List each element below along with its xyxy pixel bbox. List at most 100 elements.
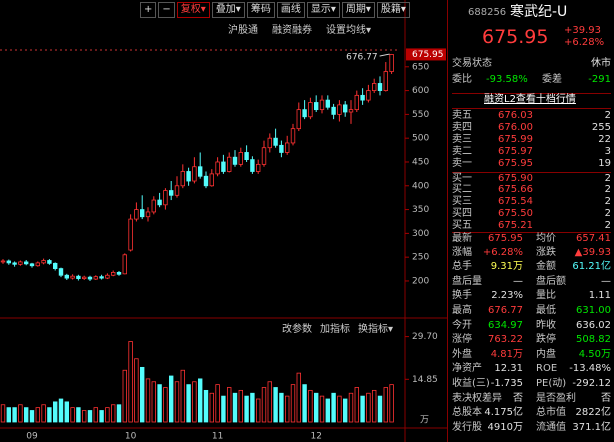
stat-row: 最新 675.95 均价 657.41: [452, 232, 611, 245]
volume-bar: [209, 392, 214, 423]
stock-name: 寒武纪-U: [510, 4, 568, 20]
volume: 2: [604, 196, 611, 207]
volume-unit: 万: [420, 416, 429, 426]
toolbar-button[interactable]: 显示▾: [306, 2, 340, 18]
value: 763.22: [488, 334, 523, 346]
toolbar-button[interactable]: −: [158, 2, 175, 18]
toolbar-button[interactable]: 改参数: [282, 324, 312, 335]
candle-body: [308, 102, 313, 118]
value: 4.81万: [490, 348, 523, 360]
volume-bar: [41, 404, 46, 423]
toolbar-button[interactable]: 复权▾: [176, 2, 210, 18]
toolbar-button[interactable]: 融资融券: [272, 25, 312, 36]
candle-body: [87, 276, 93, 280]
volume-bar: [82, 410, 87, 423]
value: —: [601, 275, 611, 287]
volume-bar: [111, 404, 116, 423]
volume-bar: [116, 404, 122, 423]
value: 否: [513, 392, 523, 404]
candle-body: [244, 152, 249, 161]
label: 量比: [536, 290, 556, 302]
candle-body: [284, 142, 290, 153]
toolbar-button[interactable]: 周期▾: [341, 2, 375, 18]
candle-body: [221, 161, 226, 172]
label: 委比: [452, 74, 472, 85]
candle-body: [313, 102, 319, 111]
volume-bar: [70, 407, 75, 423]
volume: 255: [591, 122, 611, 133]
value: 508.82: [576, 334, 611, 346]
price: 676.03: [498, 110, 533, 121]
candle-body: [296, 109, 301, 130]
subtoolbar: 沪股通 融资融券 设置均线▾: [228, 21, 371, 36]
volume-bar: [192, 381, 197, 423]
candle-body: [325, 99, 330, 108]
candle-body: [389, 54, 394, 72]
candle-body: [134, 209, 139, 220]
label: 卖二: [452, 146, 472, 157]
toolbar-button[interactable]: +: [140, 2, 157, 18]
volume-bar: [354, 387, 359, 423]
candle-body: [53, 262, 58, 269]
label: 盘后额: [536, 275, 566, 287]
volume-bar: [0, 404, 6, 423]
value: 634.97: [488, 319, 523, 331]
link-text[interactable]: 融资L2查看十档行情: [484, 94, 576, 105]
volume-bar: [360, 395, 365, 423]
value: 371.1亿: [572, 421, 611, 433]
candle-body: [111, 271, 116, 276]
value: -1.735: [490, 378, 523, 389]
candle-body: [128, 218, 133, 251]
volume-bar: [325, 398, 330, 423]
candle-body: [139, 209, 145, 218]
candle-body: [76, 275, 81, 279]
candle-body: [250, 159, 255, 172]
label: 跌停: [536, 334, 556, 346]
toolbar-button[interactable]: 加指标: [320, 324, 350, 335]
label: 总市值: [536, 407, 566, 419]
candle-body: [366, 90, 371, 101]
value: 2822亿: [575, 407, 611, 419]
change-pct: +6.28%: [564, 37, 605, 48]
label: 发行股: [452, 421, 482, 433]
label: 涨幅: [452, 246, 472, 258]
label: 总手: [452, 261, 472, 273]
stat-row: 总手 9.31万 金额 61.21亿: [452, 261, 611, 273]
candle-body: [35, 262, 40, 267]
candle-body: [99, 276, 104, 279]
y-tick-label: 250: [412, 253, 429, 263]
candle-body: [192, 166, 197, 182]
label: 买五: [452, 220, 472, 231]
toolbar-button[interactable]: 沪股通: [228, 25, 258, 36]
candle-body: [319, 99, 325, 111]
candle-body: [70, 275, 75, 279]
volume-bar: [174, 381, 180, 423]
toolbar-button[interactable]: 设置均线▾: [326, 25, 372, 36]
y-tick-label: 400: [412, 181, 429, 191]
label: 收益(三): [452, 378, 490, 389]
label: ROE: [536, 363, 558, 375]
volume-bar: [331, 392, 336, 423]
volume-bar: [76, 407, 81, 423]
ask-row: 卖一 675.95 19: [452, 158, 611, 170]
label: 外盘: [452, 348, 472, 360]
toolbar-button[interactable]: 画线: [276, 2, 305, 18]
price: 675.90: [498, 173, 533, 184]
volume-bar: [383, 387, 388, 423]
volume-bar: [99, 410, 104, 423]
volume-bar: [122, 369, 127, 423]
label: 流通值: [536, 421, 566, 433]
ask-row: 卖五 676.03 2: [452, 110, 611, 122]
chart: 200 250 300 350 400 450 500 550 600 650 29.70 14.85…: [0, 0, 447, 442]
candle-body: [273, 137, 278, 146]
l2-link[interactable]: 融资L2查看十档行情: [452, 93, 611, 109]
toolbar-button[interactable]: 股籍▾: [376, 2, 410, 18]
toolbar-button[interactable]: 叠加▾: [211, 2, 245, 18]
quote-price: 675.95 +39.93 +6.28%: [452, 25, 611, 48]
volume-bar: [6, 407, 11, 423]
candle-body: [174, 185, 180, 196]
toolbar-button[interactable]: 筹码: [246, 2, 275, 18]
toolbar-button[interactable]: 换指标▾: [358, 324, 394, 335]
candle-body: [238, 152, 243, 165]
candle-body: [145, 211, 151, 218]
